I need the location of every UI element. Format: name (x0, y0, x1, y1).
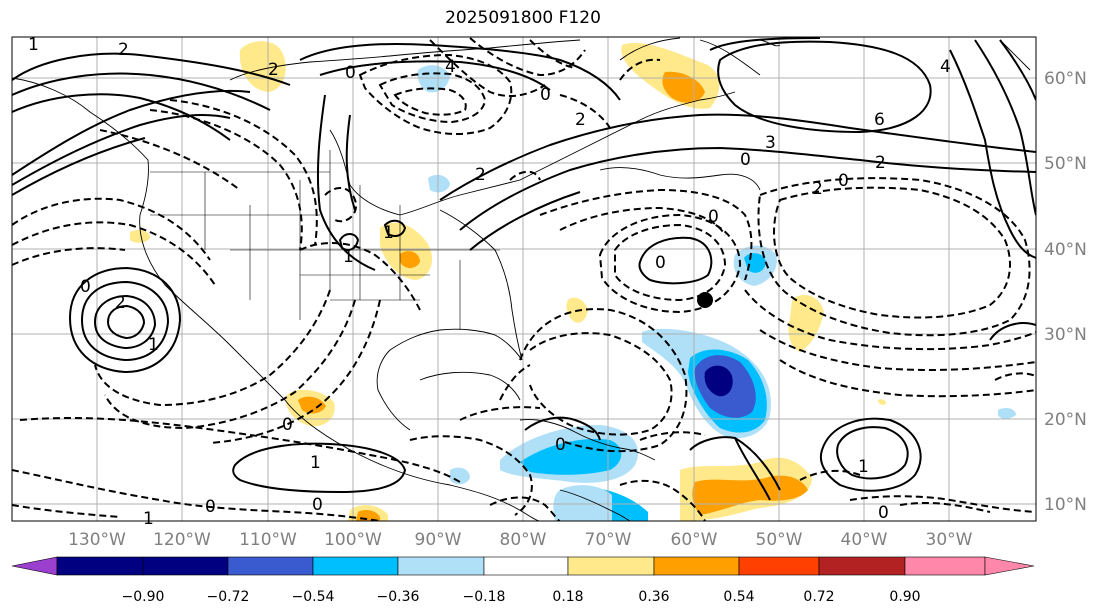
colorbar-bin (653, 556, 740, 576)
shade-wisconsin-orange (400, 251, 420, 268)
contour-label: 2 (268, 60, 279, 80)
colorbar-bin (397, 556, 485, 576)
contour-label: 1 (858, 457, 869, 477)
shade-wisconsin-yellow (380, 222, 433, 280)
contour-label: 0 (878, 503, 889, 523)
longitude-labels: 130°W 120°W 110°W 100°W 90°W 80°W 70°W 6… (68, 530, 973, 550)
lon-label: 70°W (585, 530, 632, 550)
map-frame (11, 36, 1037, 522)
colorbar-tick-label: 0.18 (552, 589, 583, 605)
colorbar-tick-label: −0.72 (207, 589, 250, 605)
contour-labels: 1 2 0 2 0 4 2 2 6 4 3 0 2 0 2 0 0 1 1 2 … (28, 35, 951, 529)
lat-label: 50°N (1044, 154, 1087, 174)
colorbar-bin (738, 556, 820, 576)
shade-pacific-yellow (130, 230, 150, 243)
lat-label: 30°N (1044, 325, 1087, 345)
colorbar-tick-label: 0.36 (638, 589, 669, 605)
colorbar-over (984, 556, 1035, 576)
lon-label: 90°W (415, 530, 462, 550)
colorbar-under (11, 556, 58, 576)
lon-label: 30°W (926, 530, 973, 550)
dashed-contours (12, 37, 1036, 521)
contour-label: 1 (310, 453, 321, 473)
latitude-labels: 60°N 50°N 40°N 30°N 20°N 10°N (1044, 69, 1087, 515)
shade-small-yellow-east (878, 399, 886, 405)
contour-label: 0 (740, 150, 751, 170)
lon-label: 110°W (239, 530, 297, 550)
lon-label: 40°W (841, 530, 888, 550)
shade-caribbean-light-blue-2 (553, 485, 612, 521)
colorbar-bin (142, 556, 229, 576)
colorbar-tick-label: 0.72 (803, 589, 834, 605)
contour-label: 2 (475, 165, 486, 185)
contour-label: 4 (940, 57, 951, 77)
colorbar-labels: −0.90 −0.72 −0.54 −0.36 −0.18 0.18 0.36 … (122, 589, 921, 605)
colorbar-tick-label: −0.54 (292, 589, 335, 605)
contour-label: 2 (875, 153, 886, 173)
shade-atlantic-navy (704, 365, 733, 397)
colorbar-tick-label: −0.18 (463, 589, 506, 605)
lon-label: 100°W (324, 530, 382, 550)
lon-label: 60°W (671, 530, 718, 550)
gridlines (12, 37, 1036, 521)
shade-caribbean-cyan (520, 439, 622, 475)
contour-label: 2 (115, 293, 126, 313)
contour-label: 1 (28, 35, 39, 55)
contour-label: 1 (343, 247, 354, 267)
lat-label: 20°N (1044, 410, 1087, 430)
shade-spot-canada (417, 65, 450, 93)
colorbar-bin (56, 556, 144, 576)
contour-label: 0 (655, 253, 666, 273)
colorbar-bin (567, 556, 655, 576)
shade-mid-atlantic-yellow (788, 294, 824, 352)
contour-label: 4 (445, 57, 456, 77)
colorbar-tick-label: −0.90 (122, 589, 165, 605)
storm-marker (697, 292, 713, 308)
contour-label: 1 (383, 223, 394, 243)
lon-label: 80°W (500, 530, 547, 550)
colorbar-tick-label: 0.90 (889, 589, 920, 605)
colorbar-bin (818, 556, 906, 576)
colorbar-bin (227, 556, 314, 576)
solid-contours (12, 37, 1036, 501)
contour-label: 6 (874, 110, 885, 130)
colorbar-tick-label: 0.54 (723, 589, 754, 605)
map-background (12, 37, 1036, 521)
shade-spot-greatlakes (428, 174, 450, 193)
colorbar (11, 556, 1035, 576)
contour-label: 0 (312, 495, 323, 515)
contour-label: 0 (282, 415, 293, 435)
contour-label: 2 (575, 110, 586, 130)
contour-label: 2 (812, 179, 823, 199)
colorbar-tick-label: −0.36 (377, 589, 420, 605)
lon-label: 120°W (153, 530, 211, 550)
map-title: 2025091800 F120 (445, 8, 601, 28)
contour-label: 1 (148, 335, 159, 355)
lon-label: 50°W (756, 530, 803, 550)
lon-label: 130°W (68, 530, 126, 550)
lat-label: 10°N (1044, 495, 1087, 515)
contour-label: 0 (838, 171, 849, 191)
contour-label: 0 (708, 207, 719, 227)
contour-label: 0 (205, 497, 216, 517)
contour-label: 0 (555, 435, 566, 455)
shade-mexico-orange (298, 396, 326, 414)
lat-label: 60°N (1044, 69, 1087, 89)
contour-label: 0 (80, 277, 91, 297)
contour-label: 1 (143, 509, 154, 529)
contour-label: 2 (118, 40, 129, 60)
contour-label: 0 (540, 85, 551, 105)
contour-label: 0 (345, 63, 356, 83)
shade-spot-east (998, 407, 1016, 419)
contour-label: 3 (765, 133, 776, 153)
lat-label: 40°N (1044, 240, 1087, 260)
colorbar-bin (904, 556, 986, 576)
colorbar-bin (312, 556, 399, 576)
colorbar-bin (483, 556, 569, 576)
